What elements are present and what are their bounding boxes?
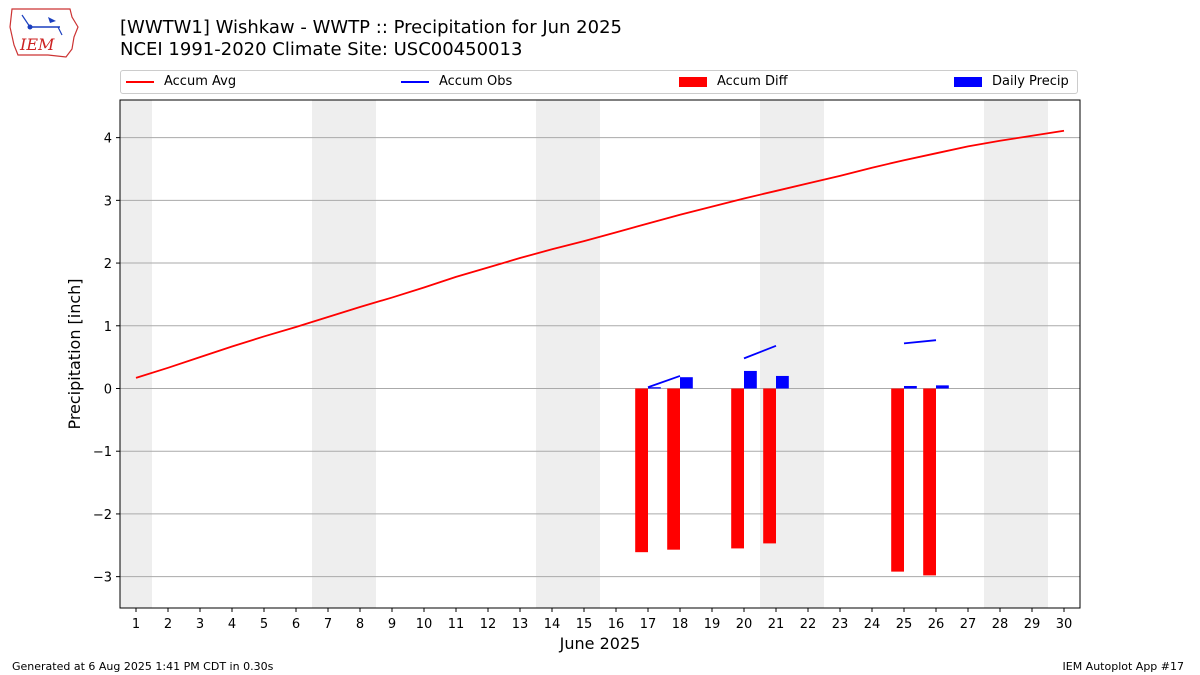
x-tick-label: 11 [448,617,465,632]
daily-precip-bar [776,375,789,389]
accum-diff-bar [891,388,904,572]
legend-item-accum-obs: Accum Obs [401,74,512,89]
legend-item-accum-diff: Accum Diff [679,74,788,89]
x-tick-label: 8 [356,617,364,632]
x-tick-label: 15 [576,617,593,632]
x-tick-label: 1 [132,617,140,632]
x-tick-label: 7 [324,617,332,632]
y-tick-label: 3 [104,194,112,209]
x-tick-label: 5 [260,617,268,632]
y-tick-label: −2 [93,508,112,523]
x-tick-label: 24 [864,617,881,632]
x-tick-label: 29 [1024,617,1041,632]
x-tick-label: 4 [228,617,236,632]
iowa-state-outline-icon: IEM [9,8,79,58]
iem-logo: IEM [8,5,80,59]
plot-frame [119,99,1081,609]
x-tick-label: 19 [704,617,721,632]
x-tick-label: 12 [480,617,497,632]
accum-obs-line [647,375,681,389]
logo-text: IEM [19,35,55,54]
weekend-shade [344,100,376,608]
x-tick-label: 16 [608,617,625,632]
y-tick-label: 4 [104,132,112,147]
x-tick-label: 9 [388,617,396,632]
weekend-shade [1016,100,1048,608]
x-axis-label: June 2025 [559,634,641,653]
x-tick-label: 3 [196,617,204,632]
y-tick-label: −1 [93,445,112,460]
footer-generated-text: Generated at 6 Aug 2025 1:41 PM CDT in 0… [12,660,274,673]
x-tick-label: 13 [512,617,529,632]
x-tick-label: 30 [1056,617,1073,632]
x-tick-label: 17 [640,617,657,632]
accum-diff-bar [923,388,936,576]
accum-obs-swatch [401,80,429,83]
chart-title: [WWTW1] Wishkaw - WWTP :: Precipitation … [120,17,622,38]
weekend-shade [792,100,824,608]
x-tick-label: 23 [832,617,849,632]
x-tick-label: 28 [992,617,1009,632]
daily-precip-bar [904,385,917,389]
accum-diff-bar [731,388,744,549]
weekend-shade [984,100,1016,608]
weekend-shade [312,100,344,608]
accum-avg-swatch [126,80,154,83]
daily-precip-bar [648,387,661,389]
legend-item-accum-avg: Accum Avg [126,74,236,89]
x-tick-label: 18 [672,617,689,632]
footer-app-text: IEM Autoplot App #17 [1062,660,1185,673]
chart-subtitle: NCEI 1991-2020 Climate Site: USC00450013 [120,39,523,60]
legend-label-accum-obs: Accum Obs [439,74,513,89]
legend: Accum Avg Accum Obs Accum Diff Daily Pre… [120,70,1078,94]
legend-label-accum-diff: Accum Diff [717,74,788,89]
y-tick-label: 0 [104,382,112,397]
accum-diff-swatch [679,76,707,87]
accum-diff-bar [763,388,776,544]
daily-precip-swatch [954,76,982,87]
accum-obs-line [903,339,937,345]
x-tick-label: 14 [544,617,561,632]
x-tick-label: 27 [960,617,977,632]
accum-diff-bar [635,388,648,553]
weekend-shade [120,100,152,608]
x-tick-label: 26 [928,617,945,632]
accum-diff-bar [667,388,680,550]
x-tick-label: 25 [896,617,913,632]
x-tick-label: 21 [768,617,785,632]
x-tick-label: 20 [736,617,753,632]
y-axis-label: Precipitation [inch] [65,278,84,429]
y-tick-label: 2 [104,257,112,272]
y-tick-label: 1 [104,320,112,335]
daily-precip-bar [744,370,757,389]
x-tick-label: 2 [164,617,172,632]
accum-avg-line [135,129,1065,379]
daily-precip-bar [680,377,693,389]
x-tick-label: 6 [292,617,300,632]
weekend-shade [536,100,568,608]
legend-label-accum-avg: Accum Avg [164,74,237,89]
x-tick-label: 10 [416,617,433,632]
daily-precip-bar [936,385,949,389]
legend-label-daily-precip: Daily Precip [992,74,1069,89]
weekend-shade [568,100,600,608]
accum-obs-line [743,345,777,360]
x-tick-label: 22 [800,617,817,632]
legend-item-daily-precip: Daily Precip [954,74,1069,89]
y-tick-label: −3 [93,571,112,586]
